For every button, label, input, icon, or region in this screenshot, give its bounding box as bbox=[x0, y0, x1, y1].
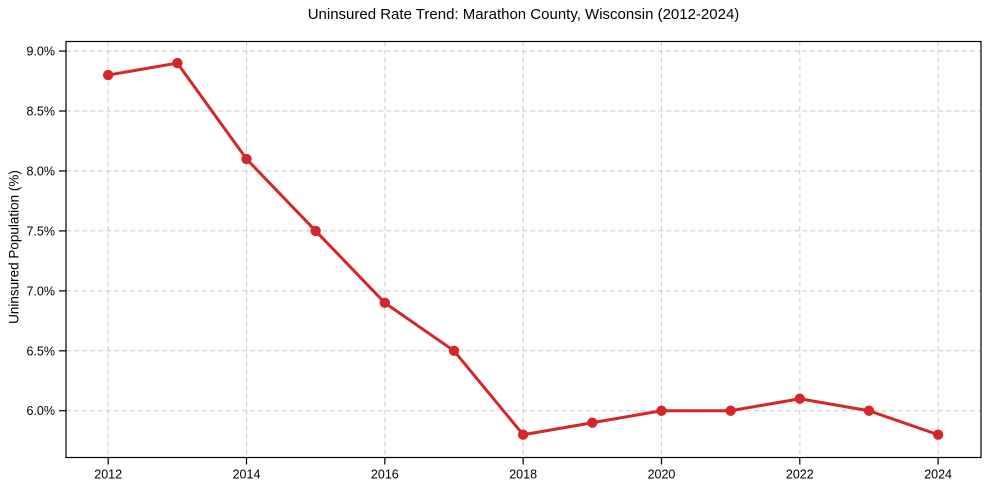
y-tick-label: 8.0% bbox=[27, 164, 56, 178]
data-point-2018 bbox=[517, 429, 529, 440]
data-point-2024 bbox=[932, 429, 944, 440]
data-point-2019 bbox=[587, 417, 598, 428]
y-tick-label: 7.0% bbox=[27, 284, 56, 298]
x-tick-label: 2016 bbox=[371, 468, 399, 482]
y-tick-label: 8.5% bbox=[27, 105, 56, 119]
y-tick-label: 6.0% bbox=[27, 404, 56, 418]
data-point-2016 bbox=[379, 297, 391, 309]
data-point-2022 bbox=[794, 393, 805, 404]
x-tick-label: 2024 bbox=[924, 468, 952, 482]
data-point-2020 bbox=[656, 405, 667, 416]
x-tick-label: 2020 bbox=[648, 468, 676, 482]
x-tick-label: 2022 bbox=[786, 468, 814, 482]
data-point-2023 bbox=[863, 405, 875, 416]
data-point-2013 bbox=[172, 57, 183, 69]
x-tick-label: 2012 bbox=[94, 468, 122, 482]
data-point-2015 bbox=[310, 225, 321, 237]
data-point-2017 bbox=[448, 345, 460, 357]
chart-title: Uninsured Rate Trend: Marathon County, W… bbox=[307, 6, 740, 23]
x-tick-label: 2014 bbox=[233, 468, 261, 482]
x-tick-label: 2018 bbox=[509, 468, 537, 482]
y-tick-label: 6.5% bbox=[27, 344, 56, 358]
data-point-2014 bbox=[241, 153, 252, 165]
data-point-2012 bbox=[102, 69, 114, 81]
y-tick-label: 7.5% bbox=[27, 224, 56, 238]
y-tick-label: 9.0% bbox=[27, 45, 56, 59]
data-point-2021 bbox=[725, 405, 736, 416]
